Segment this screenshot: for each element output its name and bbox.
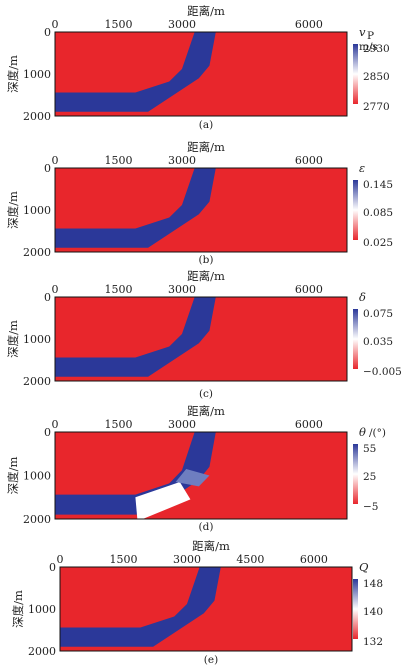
colorbar-tick-label: 0.025 (363, 237, 393, 249)
y-tick-label: 0 (44, 162, 51, 175)
y-tick-label: 0 (44, 426, 51, 439)
colorbar-symbol: Q (359, 560, 369, 574)
y-axis-title: 深度/m (6, 191, 20, 229)
colorbar-tick-label: −0.005 (363, 366, 402, 378)
x-tick-label: 3000 (173, 553, 201, 566)
colorbar (353, 579, 358, 639)
colorbar-tick-label: 140 (363, 606, 383, 618)
x-tick-label: 1500 (104, 418, 132, 431)
x-tick-label: 0 (52, 418, 59, 431)
y-tick-label: 2000 (23, 375, 51, 388)
colorbar-symbol: θ (359, 425, 366, 439)
dipping-layer (55, 168, 216, 248)
dipping-layer (55, 297, 216, 377)
y-tick-label: 1000 (23, 333, 51, 346)
colorbar-tick-label: 2850 (363, 71, 390, 83)
transition-zone (175, 468, 210, 487)
colorbar-tick-label: 0.145 (363, 179, 393, 191)
x-tick-label: 0 (52, 283, 59, 296)
colorbar-tick-label: 148 (363, 578, 383, 590)
y-tick-label: 1000 (23, 204, 51, 217)
blank-region (135, 482, 191, 522)
colorbar-tick-label: 2770 (363, 101, 390, 113)
x-tick-label: 6000 (295, 418, 323, 431)
panel-caption: (c) (199, 388, 213, 400)
y-tick-label: 0 (44, 26, 51, 39)
y-axis-title: 深度/m (6, 55, 20, 93)
x-tick-label: 0 (57, 553, 64, 566)
colorbar-tick-label: 0.035 (363, 336, 393, 348)
y-axis-title: 深度/m (11, 590, 25, 628)
colorbar-unit: /(°) (369, 427, 386, 439)
colorbar (353, 44, 358, 104)
colorbar-tick-label: 0.075 (363, 308, 393, 320)
colorbar (353, 309, 358, 369)
x-axis-title: 距离/m (187, 4, 225, 18)
panel-d: 距离/m 0 1500 3000 6000 0 1000 2000 深度/m θ/(°) 55 25 −… (6, 404, 386, 533)
x-axis-title: 距离/m (192, 539, 230, 553)
x-tick-label: 6000 (295, 154, 323, 167)
plot-frame (54, 296, 348, 382)
panel-caption: (a) (199, 119, 213, 131)
y-axis-title: 深度/m (6, 320, 20, 358)
colorbar-symbol: v (359, 25, 366, 39)
x-tick-label: 3000 (168, 18, 196, 31)
y-tick-label: 2000 (23, 513, 51, 526)
x-tick-label: 6000 (295, 18, 323, 31)
y-axis-title: 深度/m (6, 457, 20, 495)
colorbar (353, 444, 358, 504)
x-axis-title: 距离/m (187, 404, 225, 418)
colorbar-tick-label: 25 (363, 471, 376, 483)
y-tick-label: 2000 (23, 110, 51, 123)
plot-frame (54, 167, 348, 253)
colorbar-tick-label: 132 (363, 636, 383, 648)
panel-b: 距离/m 0 1500 3000 6000 0 1000 2000 深度/m ε 0.145 0.08… (6, 140, 393, 266)
plot-frame (54, 431, 348, 520)
x-axis-title: 距离/m (187, 140, 225, 154)
dipping-layer (60, 567, 221, 647)
x-tick-label: 6000 (295, 283, 323, 296)
x-tick-label: 1500 (104, 283, 132, 296)
colorbar-tick-label: 2930 (363, 43, 390, 55)
x-tick-label: 6000 (300, 553, 328, 566)
x-tick-label: 3000 (168, 418, 196, 431)
y-tick-label: 2000 (23, 246, 51, 259)
y-tick-label: 0 (49, 561, 56, 574)
plot-frame (54, 31, 348, 117)
plot-frame (59, 566, 353, 652)
x-tick-label: 4500 (236, 553, 264, 566)
colorbar-tick-label: −5 (363, 501, 378, 513)
colorbar-unit: m/s (359, 41, 378, 53)
x-tick-label: 1500 (104, 154, 132, 167)
x-tick-label: 1500 (104, 18, 132, 31)
colorbar-subscript: P (367, 30, 374, 42)
dipping-layer (55, 32, 216, 112)
x-tick-label: 0 (52, 18, 59, 31)
x-tick-label: 3000 (168, 154, 196, 167)
x-tick-label: 0 (52, 154, 59, 167)
x-axis-title: 距离/m (187, 269, 225, 283)
panel-c: 距离/m 0 1500 3000 6000 0 1000 2000 深度/m δ 0.075 0.03… (6, 269, 402, 400)
colorbar-tick-label: 0.085 (363, 207, 393, 219)
colorbar (353, 180, 358, 240)
y-tick-label: 0 (44, 291, 51, 304)
panel-caption: (b) (199, 254, 214, 266)
panel-caption: (d) (199, 521, 214, 533)
panel-e: 距离/m 0 1500 3000 4500 6000 0 1000 2000 深度/m Q 148 14… (11, 539, 383, 666)
panel-caption: (e) (204, 654, 218, 666)
colorbar-symbol: ε (359, 161, 365, 175)
y-tick-label: 1000 (23, 470, 51, 483)
colorbar-tick-label: 55 (363, 443, 376, 455)
y-tick-label: 1000 (28, 603, 56, 616)
x-tick-label: 3000 (168, 283, 196, 296)
x-tick-label: 1500 (109, 553, 137, 566)
y-tick-label: 2000 (28, 645, 56, 658)
colorbar-symbol: δ (359, 290, 366, 304)
y-tick-label: 1000 (23, 68, 51, 81)
